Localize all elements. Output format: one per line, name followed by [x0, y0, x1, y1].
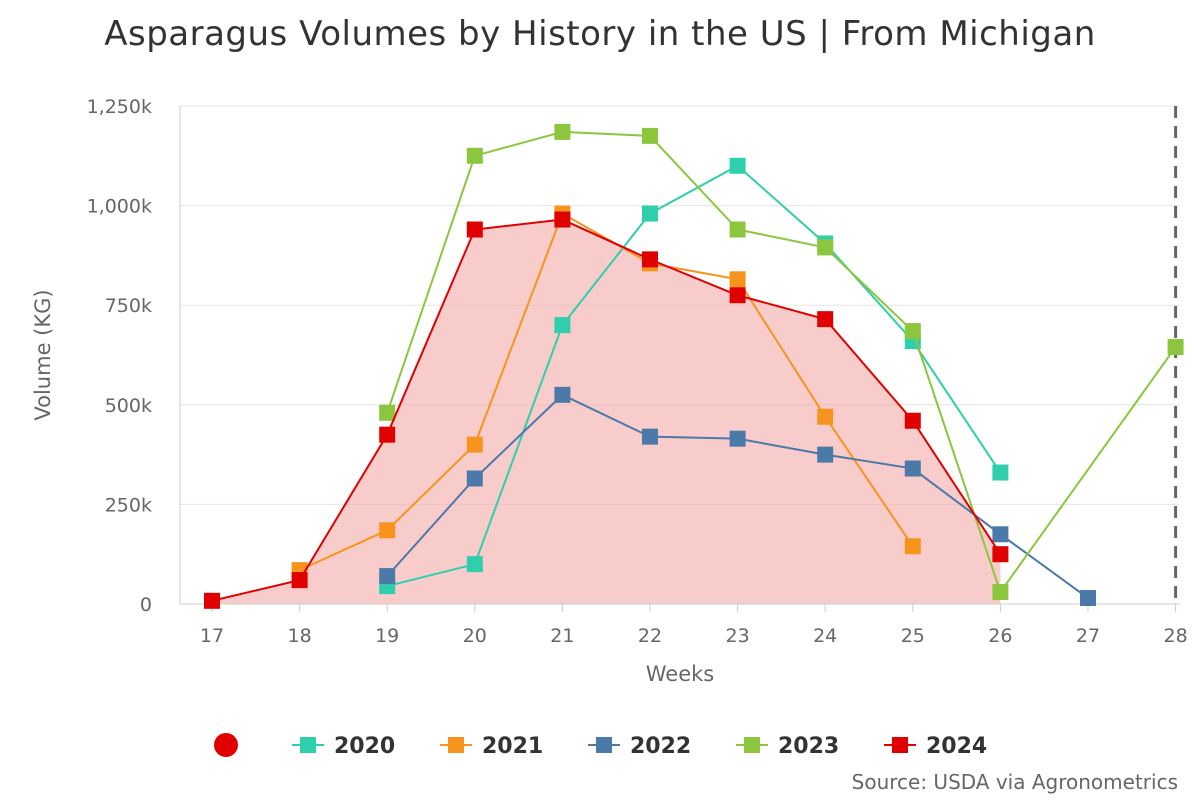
point-2023[interactable] — [466, 147, 483, 164]
legend-marker-icon[interactable] — [214, 733, 238, 757]
legend-symbol — [448, 737, 464, 753]
point-2022[interactable] — [1080, 590, 1096, 607]
legend-item-2023[interactable]: 2023 — [736, 734, 839, 759]
y-tick-label: 500k — [105, 395, 152, 417]
y-tick-label: 0 — [140, 594, 152, 616]
legend[interactable]: 2020 2021 2022 2023 2024 — [214, 733, 987, 759]
source-note: Source: USDA via Agronometrics — [851, 770, 1178, 794]
point-2022[interactable] — [466, 470, 483, 487]
legend-symbol — [596, 737, 612, 753]
point-2023[interactable] — [817, 239, 834, 256]
legend-symbol — [300, 737, 316, 753]
legend-item-2022[interactable]: 2022 — [588, 734, 691, 759]
y-tick-label: 250k — [105, 494, 152, 516]
legend-symbol — [892, 737, 908, 753]
line-2024 — [211, 218, 1002, 602]
point-2022[interactable] — [817, 446, 834, 463]
point-2023[interactable] — [904, 323, 921, 340]
point-2022[interactable] — [554, 386, 571, 403]
point-2023[interactable] — [729, 221, 746, 238]
point-2022[interactable] — [992, 526, 1009, 543]
legend-label: 2022 — [630, 734, 691, 759]
point-2021[interactable] — [904, 538, 921, 555]
legend-item-2021[interactable]: 2021 — [440, 734, 543, 759]
x-tick-label: 19 — [375, 625, 399, 647]
x-tick-label: 18 — [288, 625, 312, 647]
point-2023[interactable] — [992, 584, 1009, 601]
x-tick-label: 20 — [463, 625, 487, 647]
y-tick-label: 1,000k — [87, 196, 152, 218]
x-tick-label: 26 — [988, 625, 1012, 647]
point-2024[interactable] — [992, 546, 1009, 563]
point-2023[interactable] — [554, 123, 571, 140]
point-2021[interactable] — [379, 522, 396, 539]
point-2022[interactable] — [729, 430, 746, 447]
point-2024[interactable] — [904, 412, 921, 429]
point-2024[interactable] — [554, 211, 571, 228]
point-2021[interactable] — [729, 271, 746, 288]
point-2024[interactable] — [204, 592, 220, 609]
legend-label: 2024 — [926, 734, 987, 759]
legend-item-2024[interactable]: 2024 — [884, 734, 987, 759]
y-tick-label: 750k — [105, 295, 152, 317]
point-2024[interactable] — [817, 311, 834, 328]
y-axis-title: Volume (KG) — [31, 289, 55, 420]
series-2024 — [204, 211, 1009, 609]
legend-symbol — [744, 737, 760, 753]
point-2022[interactable] — [379, 568, 396, 585]
x-axis-title: Weeks — [646, 662, 714, 686]
axes: 0 250k 500k 750k 1,000k 1,250k 17 18 19 20 21 22 23 2… — [31, 96, 1188, 686]
x-tick-label: 27 — [1076, 625, 1100, 647]
point-2020[interactable] — [729, 157, 746, 174]
point-2020[interactable] — [466, 556, 483, 573]
point-2023[interactable] — [642, 127, 658, 144]
point-2023[interactable] — [1167, 339, 1184, 356]
x-tick-label: 21 — [550, 625, 574, 647]
area-layer — [212, 219, 1001, 604]
x-tick-label: 23 — [726, 625, 750, 647]
point-2024[interactable] — [466, 221, 483, 238]
point-2020[interactable] — [642, 205, 658, 222]
point-2021[interactable] — [466, 436, 483, 453]
point-2024[interactable] — [291, 572, 308, 589]
point-2021[interactable] — [817, 408, 834, 425]
x-tick-label: 25 — [901, 625, 925, 647]
legend-label: 2021 — [482, 734, 543, 759]
legend-item-2020[interactable]: 2020 — [292, 734, 395, 759]
x-tick-label: 17 — [200, 625, 224, 647]
line-2020 — [386, 164, 1002, 588]
point-2024[interactable] — [729, 287, 746, 304]
point-2024[interactable] — [642, 251, 658, 268]
series-layer — [204, 123, 1184, 609]
y-tick-label: 1,250k — [87, 96, 152, 118]
x-tick-label: 24 — [813, 625, 837, 647]
series-2022 — [379, 386, 1096, 607]
chart-title: Asparagus Volumes by History in the US |… — [104, 14, 1096, 54]
legend-label: 2020 — [334, 734, 395, 759]
legend-label: 2023 — [778, 734, 839, 759]
series-2023 — [379, 123, 1184, 601]
point-2020[interactable] — [992, 464, 1009, 481]
point-2020[interactable] — [554, 317, 571, 334]
point-2023[interactable] — [379, 404, 396, 421]
x-tick-label: 22 — [638, 625, 662, 647]
x-tick-label: 28 — [1164, 625, 1188, 647]
point-2022[interactable] — [904, 460, 921, 477]
point-2024[interactable] — [379, 426, 396, 443]
point-2022[interactable] — [642, 428, 658, 445]
area-2024 — [212, 219, 1001, 604]
